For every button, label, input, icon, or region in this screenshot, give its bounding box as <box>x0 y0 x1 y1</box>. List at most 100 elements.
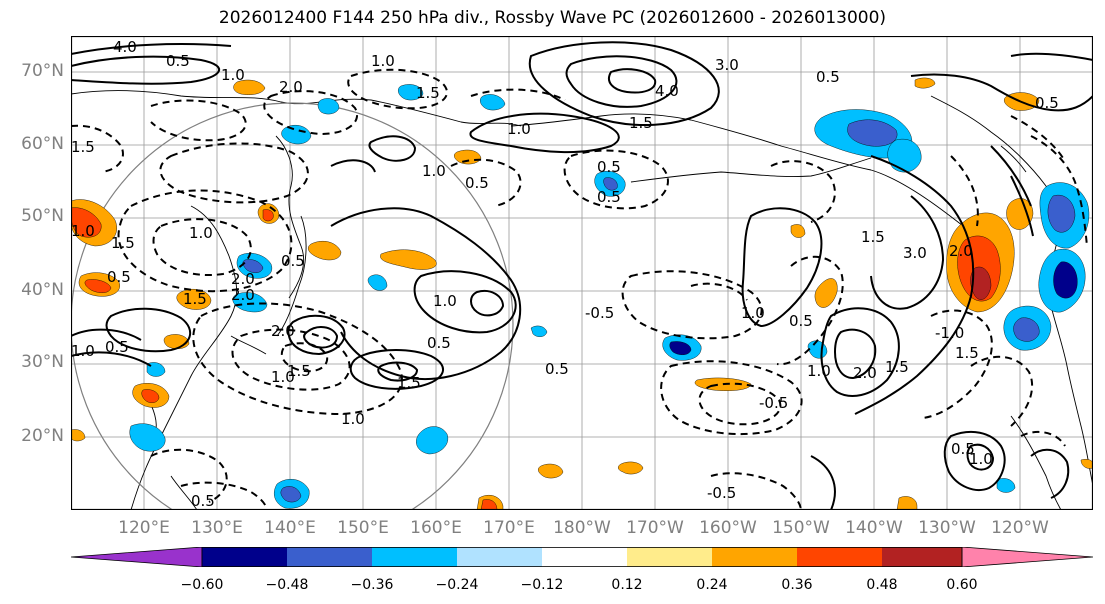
lat-label-50n: 50°N <box>21 206 64 226</box>
colorbar-bin-6 <box>627 547 712 567</box>
contour-label-26: 1.0 <box>741 304 765 322</box>
contour-label-30: 1.0 <box>807 362 831 380</box>
contour-label-25: 0.5 <box>545 360 569 378</box>
contour-label-34: 3.0 <box>903 244 927 262</box>
lon-label-140e: 140°E <box>264 518 316 538</box>
contour-label-21: -0.5 <box>585 304 614 322</box>
contour-label-29: -0.5 <box>759 394 788 412</box>
colorbar-bin-8 <box>797 547 882 567</box>
map-panel: 4.0 1.0 2.0 1.5 0.5 1.0 1.5 1.0 0.5 4.0 … <box>71 36 1093 510</box>
contour-label-36: 2.0 <box>949 242 973 260</box>
contour-label-47: 2.0 <box>231 270 255 288</box>
map-title: 2026012400 F144 250 hPa div., Rossby Wav… <box>218 8 887 28</box>
contour-label-17: 1.5 <box>183 290 207 308</box>
contour-label-28: 1.5 <box>861 228 885 246</box>
contour-label-5: 1.0 <box>371 52 395 70</box>
contour-label-22: 0.5 <box>427 334 451 352</box>
colorbar-tick-7: 0.36 <box>781 577 813 593</box>
contour-label-13: 1.5 <box>629 114 653 132</box>
contour-label-45: 0.5 <box>597 188 621 206</box>
contour-label-50: 2.0 <box>271 322 295 340</box>
lon-label-120e: 120°E <box>118 518 170 538</box>
colorbar-bin-3 <box>372 547 457 567</box>
dashed-contours <box>71 68 1088 510</box>
contour-label-12: 1.0 <box>507 120 531 138</box>
map-frame <box>71 36 1093 510</box>
shaded-features <box>71 77 1093 510</box>
contour-label-23: 1.0 <box>271 368 295 386</box>
contour-label-19: 0.5 <box>281 252 305 270</box>
colorbar-bin-1 <box>202 547 287 567</box>
lat-label-60n: 60°N <box>21 134 64 154</box>
contour-label-35: 1.0 <box>969 450 993 468</box>
lon-label-140w: 140°W <box>845 518 903 538</box>
solid-contours <box>71 41 1093 510</box>
colorbar-tick-5: 0.12 <box>611 577 643 593</box>
lat-label-30n: 30°N <box>21 352 64 372</box>
contour-label-7: 1.0 <box>422 162 446 180</box>
contour-label-3: 1.5 <box>71 138 95 156</box>
lon-label-120w: 120°W <box>991 518 1049 538</box>
colorbar-tick-1: −0.48 <box>265 577 309 593</box>
colorbar-tick-9: 0.60 <box>946 577 978 593</box>
contour-label-40: 1.0 <box>71 342 95 360</box>
colorbar-tick-0: −0.60 <box>180 577 224 593</box>
contour-label-46: 1.0 <box>71 222 95 240</box>
colorbar-tick-3: −0.24 <box>435 577 479 593</box>
contour-label-32: 1.5 <box>885 358 909 376</box>
contour-label-44: 0.5 <box>105 338 129 356</box>
contour-label-24: 1.5 <box>397 374 421 392</box>
contour-label-9: 4.0 <box>655 82 679 100</box>
lat-label-20n: 20°N <box>21 426 64 446</box>
contour-label-8: 0.5 <box>465 174 489 192</box>
contour-labels: 4.0 1.0 2.0 1.5 0.5 1.0 1.5 1.0 0.5 4.0 … <box>71 38 1059 510</box>
contour-label-38: 0.5 <box>1035 94 1059 112</box>
colorbar-tick-6: 0.24 <box>696 577 728 593</box>
colorbar-extend-high <box>961 547 1093 567</box>
colorbar-bin-9 <box>882 547 962 567</box>
lon-label-130w: 130°W <box>918 518 976 538</box>
contour-label-42: 0.5 <box>191 492 215 510</box>
contour-label-20: 1.0 <box>433 292 457 310</box>
contour-label-31: 2.0 <box>853 364 877 382</box>
contour-label-6: 1.5 <box>416 84 440 102</box>
colorbar-bin-2 <box>287 547 372 567</box>
contour-label-49: 1.0 <box>341 410 365 428</box>
colorbar-tick-2: −0.36 <box>350 577 394 593</box>
contour-label-10: 3.0 <box>715 56 739 74</box>
colorbar-bin-4 <box>457 547 542 567</box>
contour-label-4: 0.5 <box>166 52 190 70</box>
colorbar-tick-4: −0.12 <box>520 577 564 593</box>
lon-label-170w: 170°W <box>626 518 684 538</box>
contour-label-15: 1.0 <box>189 224 213 242</box>
contour-label-0: 4.0 <box>113 38 137 56</box>
lon-label-130e: 130°E <box>191 518 243 538</box>
contour-label-48: 1.5 <box>111 234 135 252</box>
contour-label-43: 1.5 <box>287 362 311 380</box>
contour-label-39: 0.5 <box>951 440 975 458</box>
map-canvas: 4.0 1.0 2.0 1.5 0.5 1.0 1.5 1.0 0.5 4.0 … <box>71 36 1093 510</box>
colorbar-tick-8: 0.48 <box>866 577 898 593</box>
contour-label-37: 1.5 <box>955 344 979 362</box>
colorbar <box>71 547 1093 567</box>
contour-label-41: -0.5 <box>707 484 736 502</box>
colorbar-bin-5 <box>542 547 627 567</box>
lon-label-150e: 150°E <box>337 518 389 538</box>
lon-label-180w: 180°W <box>553 518 611 538</box>
contour-label-27: 0.5 <box>789 312 813 330</box>
contour-label-14: 0.5 <box>597 158 621 176</box>
lon-label-160e: 160°E <box>410 518 462 538</box>
lon-label-150w: 150°W <box>772 518 830 538</box>
contour-label-18: 2.0 <box>231 286 255 304</box>
contour-label-2: 2.0 <box>279 78 303 96</box>
contour-label-33: -1.0 <box>935 324 964 342</box>
contour-label-1: 1.0 <box>221 66 245 84</box>
contour-label-16: 0.5 <box>107 268 131 286</box>
range-ring <box>71 102 514 510</box>
lon-label-160w: 160°W <box>699 518 757 538</box>
lat-label-40n: 40°N <box>21 280 64 300</box>
colorbar-bin-7 <box>712 547 797 567</box>
colorbar-extend-low <box>71 547 203 567</box>
lat-label-70n: 70°N <box>21 61 64 81</box>
contour-label-11: 0.5 <box>816 68 840 86</box>
